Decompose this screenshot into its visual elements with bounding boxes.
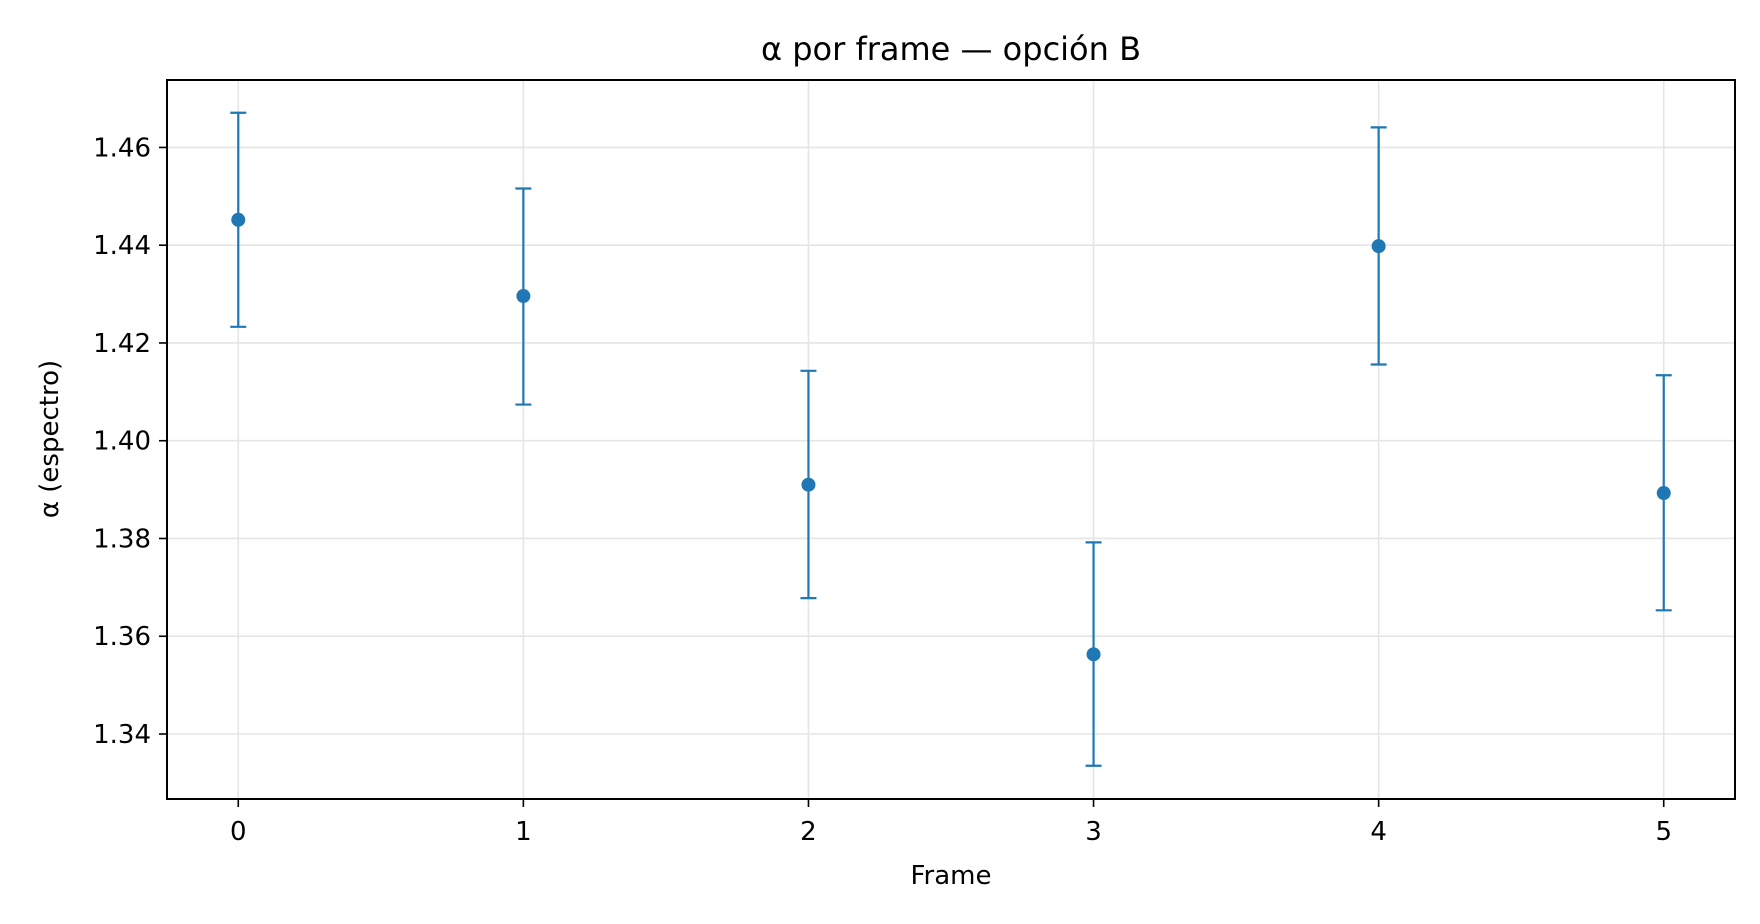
chart-title: α por frame — opción B	[761, 30, 1141, 68]
data-point	[1656, 486, 1671, 501]
y-axis-label: α (espectro)	[35, 360, 65, 518]
x-tick-label: 0	[230, 817, 247, 847]
data-point	[231, 212, 246, 227]
y-tick-label: 1.44	[93, 231, 151, 261]
y-tick-label: 1.36	[93, 622, 151, 652]
data-point	[516, 289, 531, 304]
data-point	[1371, 239, 1386, 254]
data-point	[1086, 647, 1101, 662]
ticks-layer: 0 1 2 3 4 5 1.34 1.36 1.38 1.40 1.42 1.44 1.46	[93, 133, 1672, 847]
data-point	[801, 477, 816, 492]
series-layer	[230, 111, 1672, 767]
x-tick-label: 3	[1085, 817, 1102, 847]
plot-frame	[166, 79, 1736, 800]
x-tick-label: 1	[515, 817, 532, 847]
y-tick-label: 1.46	[93, 133, 151, 163]
y-tick-label: 1.40	[93, 427, 151, 457]
y-tick-label: 1.42	[93, 329, 151, 359]
x-tick-label: 5	[1655, 817, 1672, 847]
x-tick-label: 4	[1370, 817, 1387, 847]
grid-layer	[167, 80, 1735, 799]
x-tick-label: 2	[800, 817, 817, 847]
y-tick-label: 1.38	[93, 524, 151, 554]
x-axis-label: Frame	[910, 861, 991, 891]
y-tick-label: 1.34	[93, 720, 151, 750]
